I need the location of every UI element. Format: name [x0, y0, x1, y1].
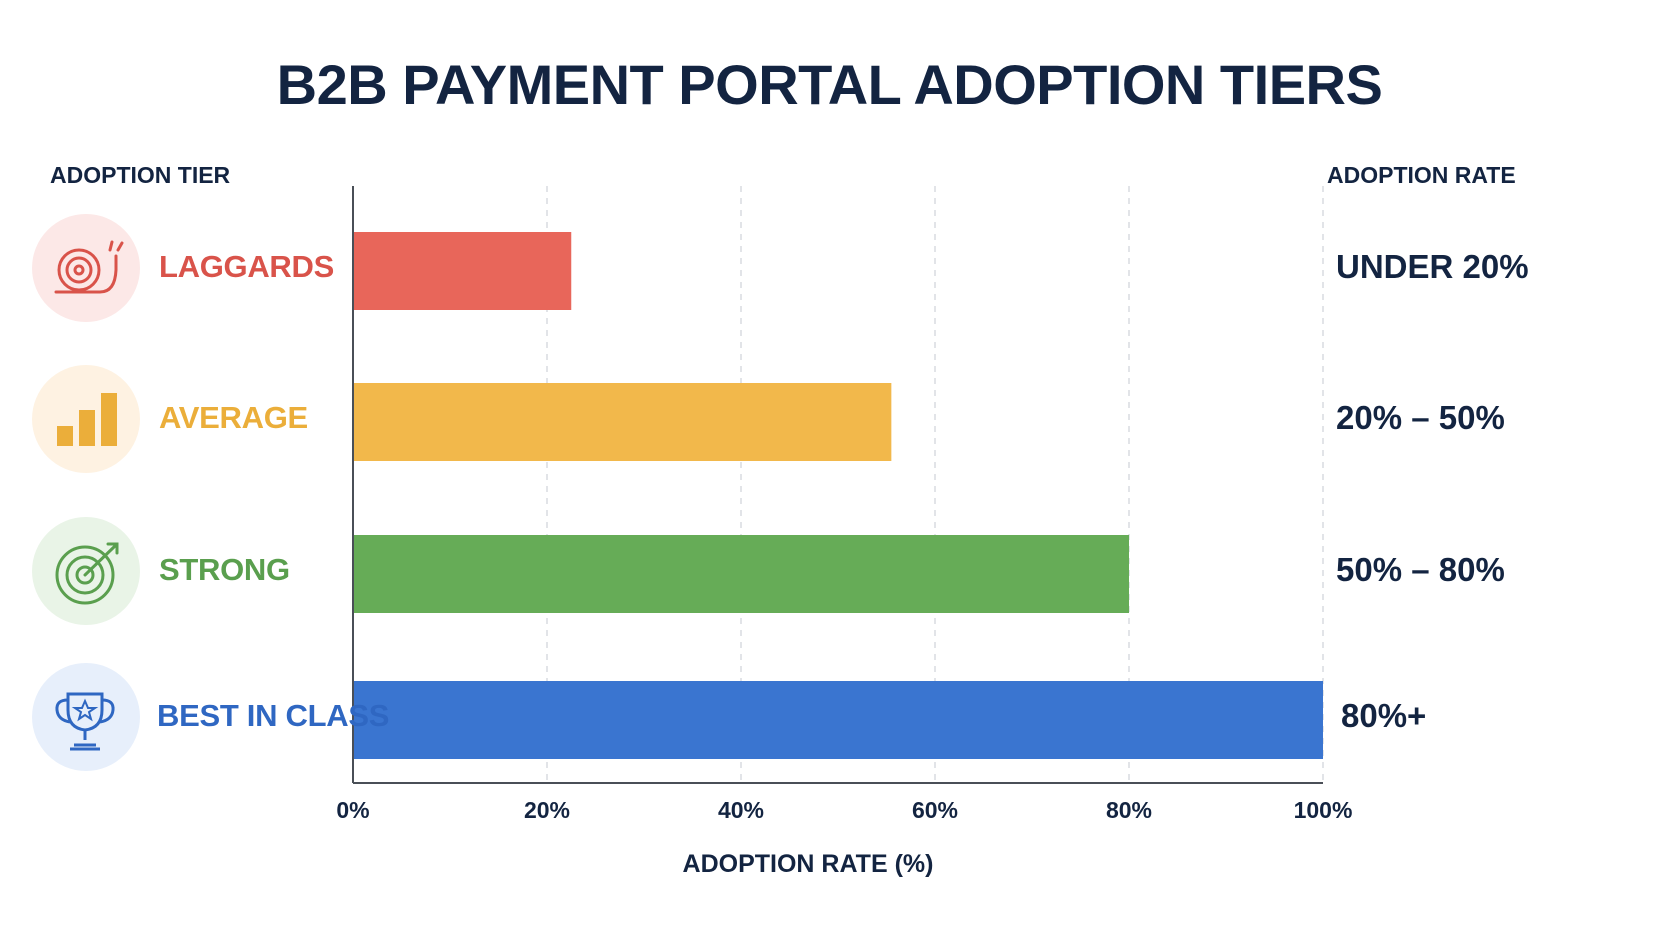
rate-label: 20% – 50%: [1336, 399, 1505, 436]
tier-label-best-in-class: BEST IN CLASS: [157, 698, 390, 733]
bar-laggards: [353, 232, 572, 310]
tier-label-laggards: LAGGARDS: [159, 249, 334, 284]
chart-title: B2B PAYMENT PORTAL ADOPTION TIERS: [276, 53, 1383, 116]
x-tick-label: 20%: [524, 797, 570, 823]
tier-label-average: AVERAGE: [159, 400, 308, 435]
x-axis-title: ADOPTION RATE (%): [683, 850, 934, 878]
tier-label-strong: STRONG: [159, 552, 290, 587]
x-tick-label: 80%: [1106, 797, 1152, 823]
bar-strong: [353, 535, 1129, 613]
x-tick-label: 40%: [718, 797, 764, 823]
bar-chart-icon: [57, 393, 117, 446]
x-tick-label: 0%: [336, 797, 369, 823]
icon-circle: [32, 214, 140, 322]
rate-label: 50% – 80%: [1336, 551, 1505, 588]
trophy-icon: [55, 692, 115, 751]
rate-label: 80%+: [1341, 697, 1427, 734]
left-column-header: ADOPTION TIER: [50, 162, 231, 188]
rate-label: UNDER 20%: [1336, 248, 1529, 285]
icon-circle: [32, 517, 140, 625]
right-column-header: ADOPTION RATE: [1327, 162, 1516, 188]
x-tick-label: 60%: [912, 797, 958, 823]
x-tick-label: 100%: [1294, 797, 1353, 823]
snail-icon: [54, 240, 124, 294]
target-icon: [55, 542, 119, 605]
icon-circle: [32, 663, 140, 771]
bar-average: [353, 383, 892, 461]
bar-best-in-class: [353, 681, 1323, 759]
